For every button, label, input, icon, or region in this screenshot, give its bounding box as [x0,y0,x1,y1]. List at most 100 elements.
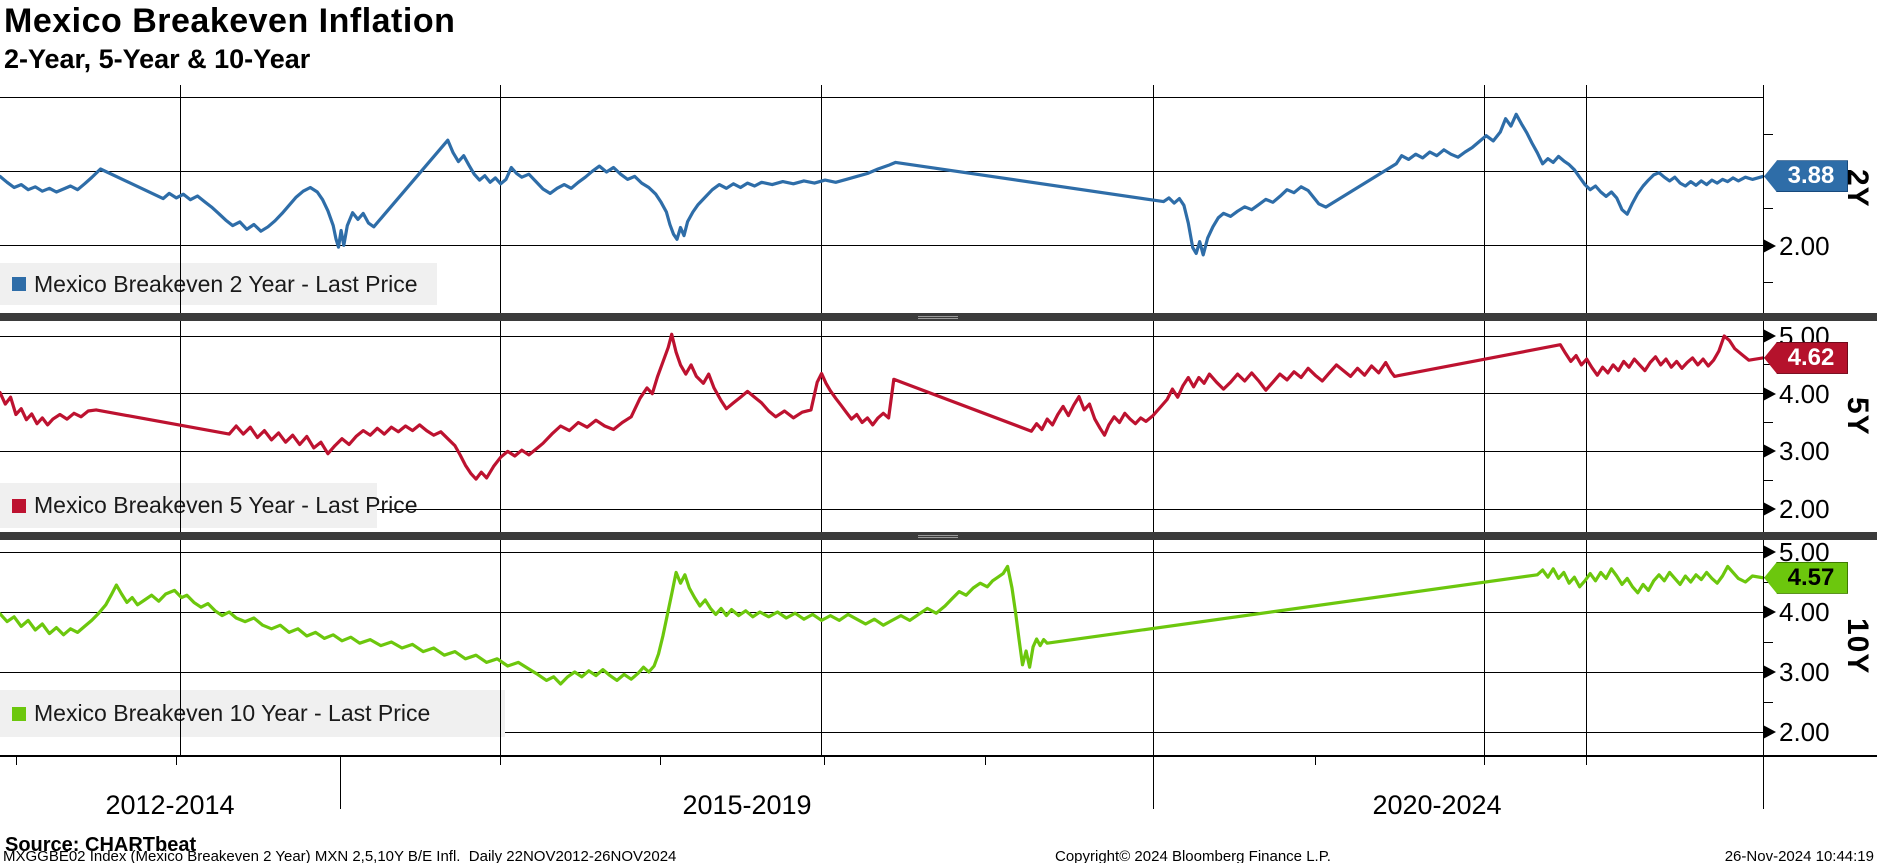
x-gridline [1484,85,1485,313]
y-axis-line [1763,85,1764,313]
x-gridline [821,540,822,755]
y-tick-label: 4.00 [1779,378,1830,409]
separator-grip-icon[interactable] [918,315,958,319]
panel-5year: Mexico Breakeven 5 Year - Last Price 4.6… [0,321,1877,532]
y-axis-line [1763,321,1764,532]
y-tick-label: 3.00 [1779,436,1830,467]
x-tick [1315,757,1316,765]
x-axis-label-2015-2019: 2015-2019 [682,790,812,820]
y-tick-arrow-icon [1763,444,1776,459]
series-2y [0,112,1763,257]
y-tick-minor [1763,479,1773,481]
y-tick-minor [1763,208,1773,210]
y-tick-label: 2.00 [1779,230,1830,261]
x-period-divider [340,757,341,809]
panel-separator-1[interactable] [0,313,1877,321]
panel-axis-title-5y: 5Y [1841,396,1874,436]
y-tick-minor [1763,282,1773,284]
y-tick-minor [1763,134,1773,136]
y-tick-arrow-icon [1763,545,1776,559]
y-tick-arrow-icon [1763,665,1776,679]
y-tick-minor [1763,641,1773,643]
legend-5year: Mexico Breakeven 5 Year - Last Price [0,483,418,528]
y-gridline [0,245,1763,247]
x-gridline [1484,540,1485,755]
x-tick [500,757,501,765]
source-label: Source: CHARTbeat [5,834,197,856]
y-gridline [0,171,1763,173]
x-tick [16,757,17,765]
x-gridline [1153,321,1154,532]
x-gridline [1586,540,1587,755]
y-gridline [0,335,1763,337]
y-tick-arrow-icon [1763,725,1776,740]
x-gridline [821,85,822,313]
footer-copyright: Copyright© 2024 Bloomberg Finance L.P. [1055,848,1331,863]
last-price-badge-2year: 3.88 [1764,160,1848,193]
panel-axis-title-10y: 10Y [1841,617,1874,674]
footer-security-description: MXGGBE02 Index (Mexico Breakeven 2 Year)… [3,848,677,863]
legend-swatch-10year-icon [12,706,26,721]
x-period-divider [1763,757,1764,809]
y-tick-arrow-icon [1763,502,1776,517]
y-tick-label: 3.00 [1779,657,1830,687]
y-tick-label: 2.00 [1779,717,1830,748]
legend-10year: Mexico Breakeven 10 Year - Last Price [0,690,505,737]
x-gridline [1586,321,1587,532]
x-period-divider [1153,757,1154,809]
y-gridline [0,731,1763,733]
y-tick-minor [1763,364,1773,366]
page-subtitle: 2-Year, 5-Year & 10-Year [4,44,311,74]
x-gridline [1586,85,1587,313]
x-gridline [500,321,501,532]
x-gridline [1153,540,1154,755]
x-gridline [180,85,181,313]
footer-timestamp: 26-Nov-2024 10:44:19 [1724,848,1874,863]
y-tick-arrow-icon [1763,329,1776,343]
y-tick-arrow-icon [1763,386,1776,401]
y-tick-arrow-icon [1763,605,1776,619]
last-price-badge-10year: 4.57 [1764,561,1848,594]
panel-separator-2[interactable] [0,532,1877,540]
panel-10year: Mexico Breakeven 10 Year - Last Price 4.… [0,537,1877,755]
x-tick [985,757,986,765]
x-gridline [821,321,822,532]
y-gridline [0,450,1763,452]
y-tick-label: 4.00 [1779,597,1830,627]
y-gridline [0,671,1763,673]
x-gridline [1484,321,1485,532]
legend-2year: Mexico Breakeven 2 Year - Last Price [0,263,437,305]
y-gridline [0,97,1763,99]
y-tick-minor [1763,701,1773,703]
series-10y [0,564,1763,686]
legend-label-5year: Mexico Breakeven 5 Year - Last Price [34,492,418,518]
x-axis-label-2012-2014: 2012-2014 [105,790,235,820]
separator-grip-icon[interactable] [918,534,958,538]
x-tick [176,757,177,765]
last-price-badge-5year: 4.62 [1764,341,1848,374]
x-gridline [500,85,501,313]
y-gridline [0,611,1763,613]
x-axis-line [0,755,1877,757]
legend-swatch-5year-icon [12,498,26,513]
y-tick-label: 2.00 [1779,494,1830,525]
x-axis-label-2020-2024: 2020-2024 [1372,790,1502,820]
legend-label-2year: Mexico Breakeven 2 Year - Last Price [34,270,418,297]
y-gridline [0,393,1763,395]
y-gridline [0,551,1763,553]
panel-2year: Mexico Breakeven 2 Year - Last Price 3.8… [0,85,1877,313]
y-tick-arrow-icon [1763,238,1776,253]
legend-label-10year: Mexico Breakeven 10 Year - Last Price [34,700,431,726]
series-5y [0,332,1763,481]
y-axis-line [1763,540,1764,755]
y-gridline [0,508,1763,510]
page-title: Mexico Breakeven Inflation [4,2,456,40]
y-tick-minor [1763,422,1773,424]
x-gridline [500,540,501,755]
x-tick [1586,757,1587,765]
x-gridline [180,540,181,755]
x-tick [824,757,825,765]
x-tick [660,757,661,765]
x-tick [1484,757,1485,765]
